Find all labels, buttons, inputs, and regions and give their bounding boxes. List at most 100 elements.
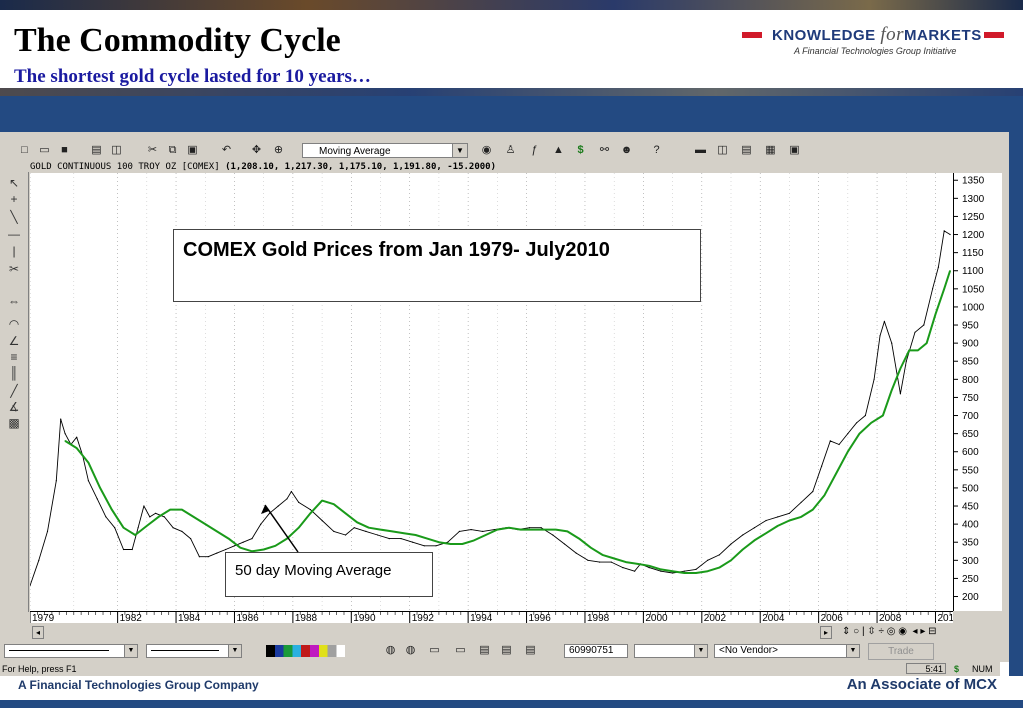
bottom-toolbar: ▼ ▼ ◍ ◍ ▭ ▭ ▤ ▤ ▤ 60990751 ▼ <No Vendor>…	[0, 640, 1009, 662]
dollar-icon[interactable]: $	[577, 144, 584, 156]
line-style-select[interactable]: ▼	[4, 644, 138, 658]
tile-grid-icon[interactable]: ▦	[765, 144, 776, 156]
cut-icon[interactable]: ✂	[147, 144, 158, 156]
price-point	[298, 501, 300, 503]
expert-icon[interactable]: ♙	[505, 144, 516, 156]
crosshair-tool-icon[interactable]: +	[10, 192, 18, 206]
vertical-line-icon[interactable]: |	[12, 244, 16, 258]
ma-point	[426, 538, 428, 540]
logo-bar-left	[742, 32, 762, 38]
cycle-lines-icon[interactable]: ║	[9, 366, 19, 380]
ma-point	[485, 534, 487, 536]
zoom-tool-icon[interactable]: ⇔	[8, 294, 20, 308]
window-2-icon[interactable]: ▭	[455, 644, 466, 656]
copy-icon[interactable]: ⧉	[168, 144, 177, 156]
ma-point	[707, 570, 709, 572]
indicator-select[interactable]: Moving Average ▼	[302, 143, 468, 158]
x-tick-label: 2004	[762, 613, 785, 623]
ma-point	[99, 487, 101, 489]
print-icon[interactable]: ▤	[91, 144, 102, 156]
price-point	[730, 543, 732, 545]
channel-tool-icon[interactable]: ≡	[10, 350, 18, 364]
panel-a-icon[interactable]: ▤	[479, 644, 490, 656]
globe-icon[interactable]: ◍	[385, 644, 396, 656]
price-point	[683, 570, 685, 572]
ma-point	[473, 539, 475, 541]
panel-c-icon[interactable]: ▤	[525, 644, 536, 656]
ma-point	[520, 529, 522, 531]
price-point	[891, 342, 893, 344]
price-point	[321, 519, 323, 522]
price-point	[377, 534, 379, 536]
scroll-left-icon[interactable]: ◂	[32, 626, 44, 639]
status-num: NUM	[972, 664, 993, 674]
price-point	[765, 519, 767, 522]
price-point	[38, 559, 40, 561]
price-point	[181, 530, 183, 532]
slide-footer: A Financial Technologies Group Company A…	[0, 676, 1023, 708]
chart-nav-controls[interactable]: ⇕ ○ | ⇳ ÷ ◎ ◉ ◂ ▸ ⊟	[842, 626, 937, 637]
price-point	[190, 538, 192, 540]
ma-point	[461, 543, 463, 545]
tile-horizontal-icon[interactable]: ▤	[741, 144, 752, 156]
y-tick-label: 650	[962, 429, 979, 440]
color-palette[interactable]	[266, 645, 354, 657]
horizontal-line-icon[interactable]: —	[8, 227, 20, 241]
footer-company: A Financial Technologies Group Company	[18, 678, 259, 692]
tile-vertical-icon[interactable]: ◫	[717, 144, 728, 156]
trade-button[interactable]: Trade	[868, 643, 934, 660]
binoculars-icon[interactable]: ⚯	[599, 144, 610, 156]
line-tool-icon[interactable]: ╱	[10, 384, 18, 398]
ma-point	[672, 570, 674, 572]
globe-alt-icon[interactable]: ◍	[405, 644, 416, 656]
print-preview-icon[interactable]: ◫	[111, 144, 122, 156]
price-point	[883, 320, 886, 322]
save-icon[interactable]: ■	[61, 144, 68, 156]
y-tick-label: 400	[962, 520, 979, 531]
price-point	[353, 527, 355, 529]
paste-icon[interactable]: ▣	[187, 144, 198, 156]
undo-icon[interactable]: ↶	[221, 144, 232, 156]
trade-signal-icon[interactable]: ▲	[553, 144, 564, 156]
open-folder-icon[interactable]: ▭	[39, 144, 50, 156]
pointer-icon[interactable]: ↖	[8, 176, 20, 190]
ma-point	[379, 529, 382, 531]
line-weight-select[interactable]: ▼	[146, 644, 242, 658]
price-point	[251, 538, 253, 540]
price-point	[268, 512, 271, 514]
symbol-select[interactable]: ▼	[634, 644, 708, 658]
logo-tagline: A Financial Technologies Group Initiativ…	[794, 46, 957, 56]
x-axis: 1979 1982 1984 1986 1988 1990 1992 1994 1996 1998…	[30, 611, 953, 623]
layout-icon[interactable]: ▬	[695, 144, 706, 156]
study-icon[interactable]: ◉	[481, 144, 492, 156]
scissors-tool-icon[interactable]: ✂	[8, 262, 20, 276]
arc-tool-icon[interactable]: ◠	[8, 317, 20, 331]
function-icon[interactable]: ƒ	[531, 144, 538, 156]
scroll-right-icon[interactable]: ▸	[820, 626, 832, 639]
cascade-icon[interactable]: ▣	[789, 144, 800, 156]
ma-point	[765, 532, 767, 534]
panel-b-icon[interactable]: ▤	[501, 644, 512, 656]
help-icon[interactable]: ?	[653, 144, 660, 156]
price-point	[879, 335, 881, 337]
price-point	[46, 530, 49, 532]
vendor-select[interactable]: <No Vendor> ▼	[714, 644, 860, 658]
ma-point	[718, 567, 720, 569]
price-point	[400, 538, 402, 540]
ma-point	[949, 270, 951, 272]
price-point	[64, 433, 66, 435]
window-1-icon[interactable]: ▭	[429, 644, 440, 656]
users-icon[interactable]: ☻	[620, 144, 633, 156]
grid-tool-icon[interactable]: ▩	[8, 416, 20, 430]
y-tick-label: 950	[962, 321, 979, 332]
trendline-icon[interactable]: ╲	[10, 210, 18, 224]
ma-point	[321, 500, 323, 502]
zoom-icon[interactable]: ⊕	[273, 144, 284, 156]
crosshair-icon[interactable]: ✥	[251, 144, 262, 156]
field-number[interactable]: 60990751	[564, 644, 628, 658]
ma-point	[730, 559, 732, 561]
fan-tool-icon[interactable]: ∠	[8, 334, 20, 348]
ma-point	[368, 527, 370, 529]
speed-lines-icon[interactable]: ∡	[8, 400, 20, 414]
new-doc-icon[interactable]: □	[21, 144, 28, 156]
